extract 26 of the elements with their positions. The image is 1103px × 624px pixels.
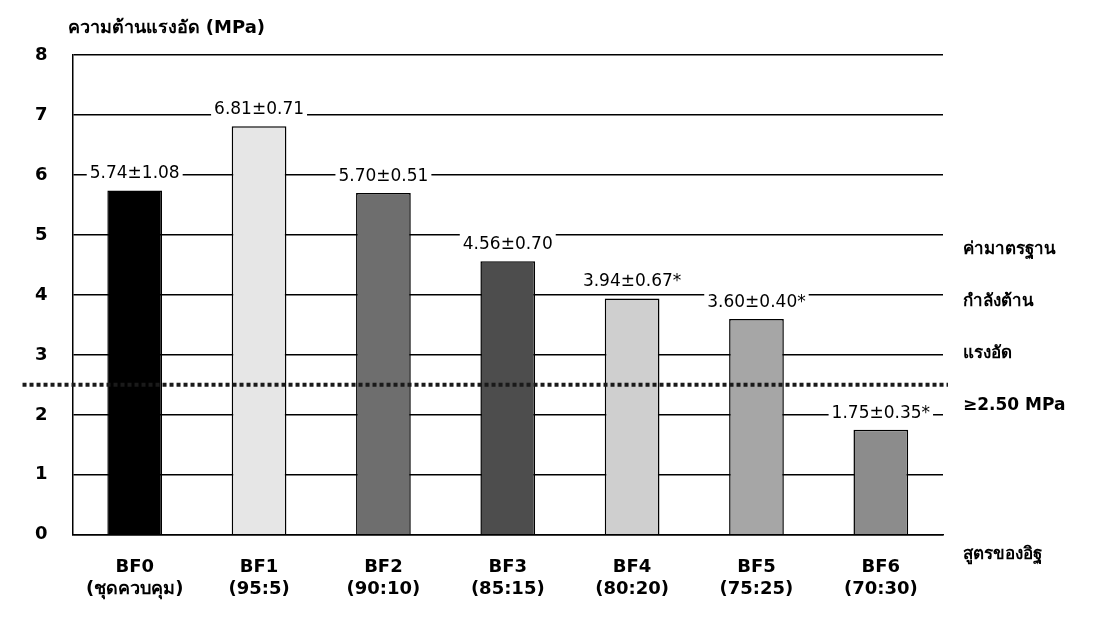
x-tick-label: BF5 (75:25) <box>719 555 794 598</box>
data-label: 1.75±0.35* <box>831 401 931 422</box>
y-tick-label: 6 <box>34 162 48 184</box>
x-tick-label: BF1 (95:5) <box>228 555 290 598</box>
y-tick-label: 2 <box>34 402 48 424</box>
data-label: 4.56±0.70 <box>462 233 553 254</box>
text: ค่ามาตรฐาน กำลังต้าน แรงอัด ≥2.50 MPa <box>963 238 1066 415</box>
y-tick-label: 3 <box>34 342 48 364</box>
y-tick-label: 7 <box>34 102 48 124</box>
data-label: 5.74±1.08 <box>89 162 180 183</box>
x-tick-label: BF2 (90:10) <box>346 555 421 598</box>
x-tick-label: BF0 (ชุดควบคุม) <box>85 555 184 600</box>
y-tick-label: 1 <box>34 462 48 484</box>
data-label: 3.94±0.67* <box>582 270 682 291</box>
x-tick-label: BF4 (80:20) <box>595 555 669 598</box>
data-label: 5.70±0.51 <box>338 164 429 185</box>
y-tick-label: 8 <box>34 42 48 64</box>
y-tick-label: 4 <box>34 282 48 304</box>
x-tick-label: BF3 (85:15) <box>470 555 545 598</box>
y-tick-label: 5 <box>34 222 48 244</box>
x-tick-label: BF6 (70:30) <box>843 555 918 598</box>
x-axis-title: สูตรของอิฐ <box>963 543 1042 566</box>
y-axis-title: ความต้านแรงอัด (MPa) <box>67 15 266 37</box>
data-label: 6.81±0.71 <box>214 98 305 119</box>
y-tick-label: 0 <box>34 522 48 544</box>
data-label: 3.60±0.40* <box>707 290 806 311</box>
